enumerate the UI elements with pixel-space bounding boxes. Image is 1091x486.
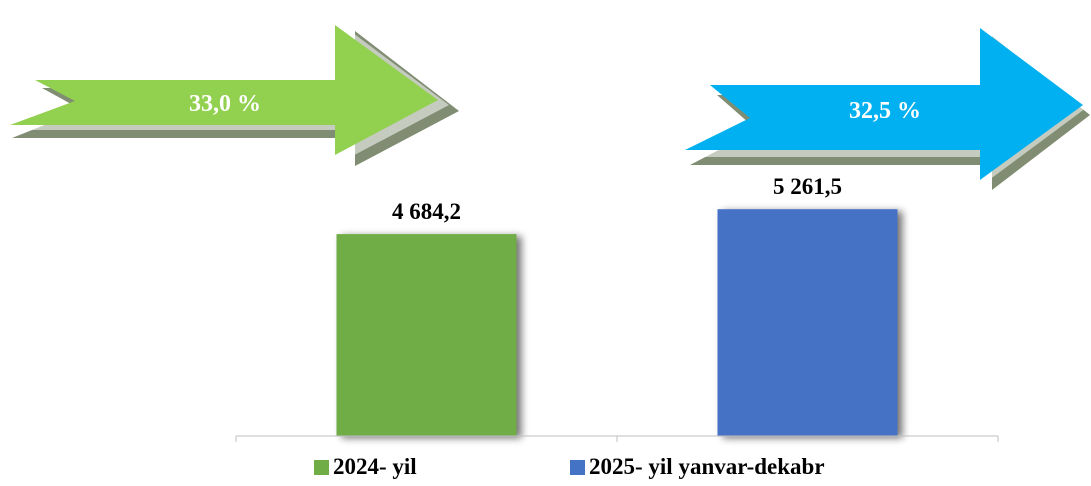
growth-arrow-right: 32,5 % xyxy=(685,28,1090,190)
bar-1 xyxy=(336,234,517,436)
bar-chart: 4 684,2 5 261,5 xyxy=(336,174,898,436)
legend-label-2025: 2025- yil yanvar-dekabr xyxy=(589,454,825,479)
indicator-value-left: 33,0 % xyxy=(189,91,261,117)
legend-item-2025: 2025- yil yanvar-dekabr xyxy=(570,454,825,480)
bar-value-label-1: 4 684,2 xyxy=(392,199,461,224)
legend-swatch-2025 xyxy=(570,459,585,475)
indicator-value-right: 32,5 % xyxy=(849,98,921,124)
legend-label-2024: 2024- yil xyxy=(333,454,417,479)
chart-legend: 2024- yil 2025- yil yanvar-dekabr xyxy=(0,454,1091,484)
legend-item-2024: 2024- yil xyxy=(314,454,417,480)
bar-2 xyxy=(717,209,898,436)
arrow-body-left xyxy=(10,25,438,155)
arrow-body-right xyxy=(685,28,1083,180)
legend-swatch-2024 xyxy=(314,459,329,475)
growth-arrow-left: 33,0 % xyxy=(10,25,459,166)
bar-value-label-2: 5 261,5 xyxy=(773,174,842,199)
